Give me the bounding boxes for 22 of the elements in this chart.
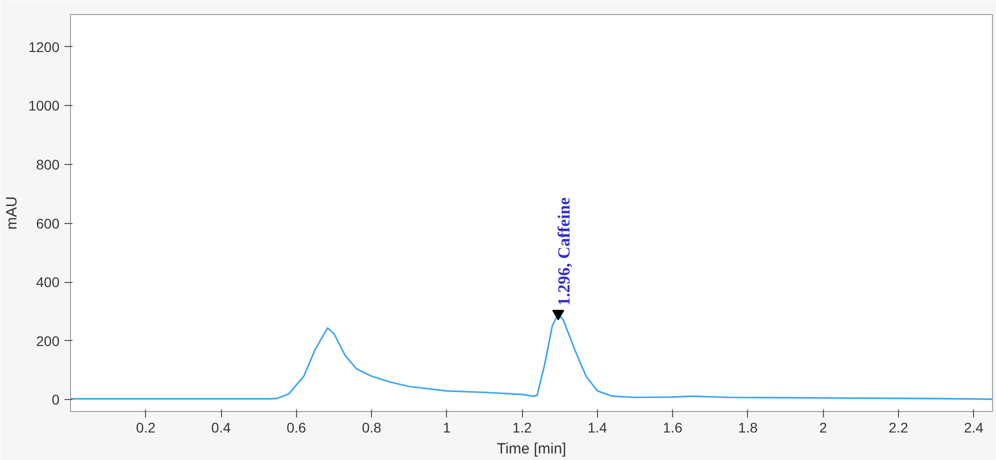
y-tick-label: 600: [36, 215, 60, 232]
x-tick-label: 1.8: [738, 420, 758, 436]
annotation: 1.296, Caffeine: [554, 197, 574, 306]
y-axis-title: mAU: [3, 196, 20, 230]
x-tick-label: 0.2: [136, 420, 156, 436]
x-tick-label: 1.4: [588, 420, 608, 436]
x-tick-label: 0.6: [286, 420, 306, 436]
x-tick-label: 1.2: [512, 420, 532, 436]
y-tick-label: 200: [36, 332, 60, 349]
x-tick-label: 1.6: [662, 420, 683, 436]
y-tick-label: 1200: [28, 38, 60, 55]
x-tick-label: 2: [819, 420, 828, 436]
y-tick-label: 800: [36, 156, 60, 172]
x-tick-label: 2.4: [964, 420, 984, 436]
x-tick-label: 1: [442, 420, 451, 436]
x-tick-label: 0.8: [362, 420, 382, 436]
y-tick-label: 400: [36, 274, 60, 290]
x-tick-label: 0.4: [211, 420, 231, 436]
x-axis-title: Time [min]: [496, 440, 566, 458]
x-tick-label: 2.2: [888, 420, 908, 436]
y-tick-label: 1000: [28, 98, 60, 114]
y-tick-label: 0: [52, 392, 60, 408]
